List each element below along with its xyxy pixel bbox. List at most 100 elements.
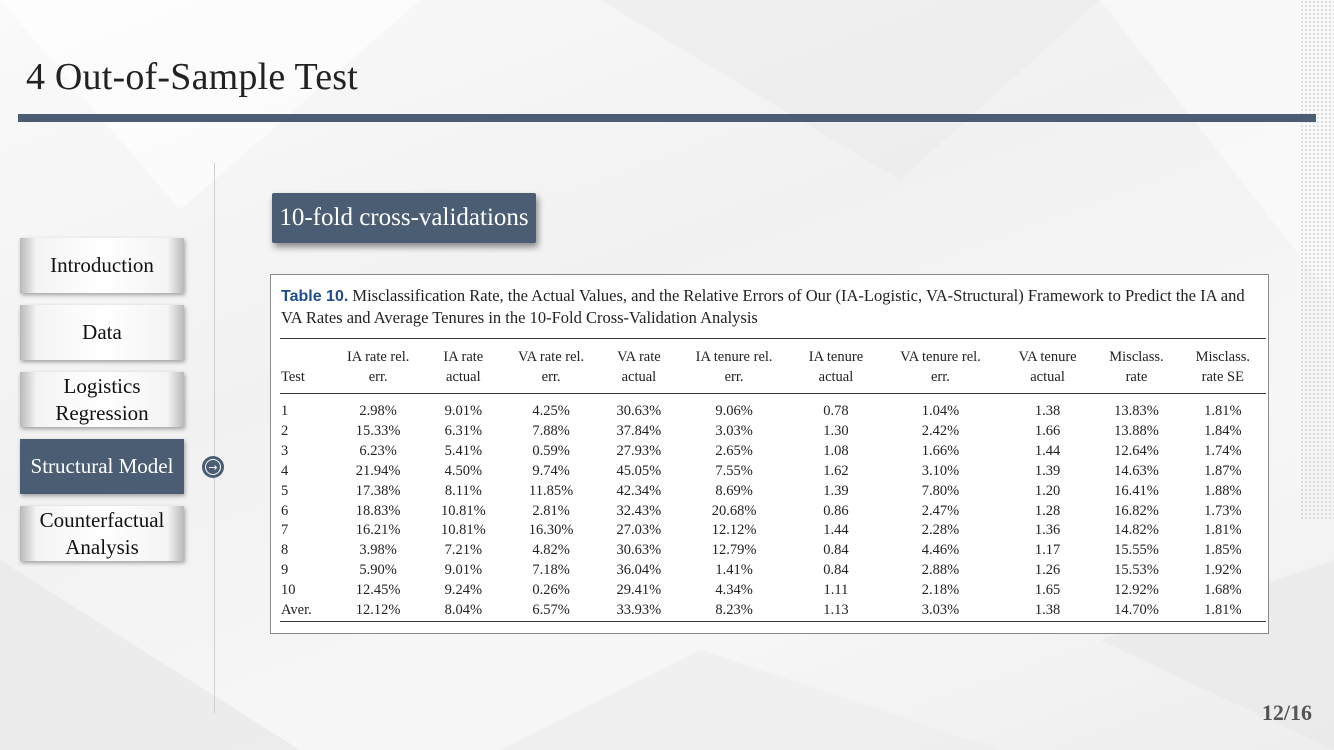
table-cell: 1.66 [1034,422,1061,439]
table-cell: 7 [281,522,289,539]
nav-item-data[interactable]: Data [20,305,184,360]
table-cell: 20.68% [711,502,757,519]
column-header-line: Test [281,369,305,385]
table-cell: 7.80% [921,482,960,499]
table-cell: 16.41% [1114,482,1159,499]
table-cell: 12.79% [711,542,757,559]
column-header: VA tenure actual [1002,339,1094,394]
table-cell: 29.41% [616,582,662,599]
section-tag: 10-fold cross-validations [272,193,536,243]
column-header-line: err. [724,369,744,385]
title-divider [18,114,1316,122]
table-cell: 3 [281,442,289,459]
table-cell: 10 [281,582,296,599]
table-cell: 33.93% [616,602,662,619]
table-cell: 1.17 [1034,542,1061,559]
table-cell: 14.63% [1114,462,1159,479]
table-cell: 3.03% [921,602,960,619]
table-cell: 1.04% [921,403,960,419]
column-header: VA tenure rel. err. [879,339,1002,394]
table-row: 2 15.33% 6.31% 7.88% 37.84% 3.03% 1.30 2.42% 1.6… [280,422,1266,442]
table-cell: 1.28 [1034,502,1061,519]
table-cell: Aver. [281,602,312,619]
column-header-line: rate SE [1201,369,1244,385]
table-cell: 13.88% [1114,422,1159,439]
table-cell: 1.38 [1034,602,1061,619]
column-header-line: Misclass. [1109,349,1164,365]
table-cell: 9.01% [444,403,483,419]
table-cell: 15.33% [355,422,401,439]
table-cell: 1.44 [1034,442,1061,459]
table-cell: 7.88% [532,422,570,439]
column-header-line: VA rate rel. [518,349,585,365]
table-cell: 1.66% [921,442,960,459]
table-cell: 1.39 [1034,462,1061,479]
nav-item-logistics-regression[interactable]: Logistics Regression [20,372,184,427]
table-cell: 2.88% [921,562,960,579]
table-cell: 5 [281,482,289,499]
table-cell: 1.13 [823,602,849,619]
column-header-line: rate [1125,369,1148,385]
table-cell: 1 [281,403,289,419]
table-cell: 1.74% [1204,442,1242,459]
table-row: 5 17.38% 8.11% 11.85% 42.34% 8.69% 1.39 7.80% 1.… [280,482,1266,502]
table-cell: 9.24% [444,582,483,599]
table-cell: 37.84% [616,422,662,439]
table-row: 10 12.45% 9.24% 0.26% 29.41% 4.34% 1.11 2.18% 1.… [280,581,1266,601]
table-cell: 12.45% [355,582,401,599]
table-cell: 27.03% [616,522,662,539]
table-cell: 7.21% [444,542,483,559]
table-cell: 8.23% [715,602,753,619]
column-header: IA tenure actual [793,339,879,394]
dot-texture [1300,0,1334,520]
table-cell: 1.41% [715,562,753,579]
table-row: 1 2.98% 9.01% 4.25% 30.63% 9.06% 0.78 1.04% 1.38… [280,394,1266,422]
table-row: 9 5.90% 9.01% 7.18% 36.04% 1.41% 0.84 2.88% 1.26… [280,561,1266,581]
table-cell: 1.81% [1204,522,1242,539]
table-cell: 2.65% [715,442,753,459]
results-table: Test IA rate rel. err. IA rate actual VA rate… [280,338,1266,622]
table-cell: 30.63% [616,403,662,419]
sidebar-divider [214,163,215,713]
table-cell: 6.23% [359,442,397,459]
table-cell: 2.98% [359,403,397,419]
table-cell: 6.57% [532,602,570,619]
table-cell: 1.85% [1204,542,1242,559]
table-cell: 1.92% [1204,562,1242,579]
column-header: VA rate rel. err. [500,339,603,394]
table-cell: 12.12% [355,602,401,619]
table-cell: 2.28% [921,522,960,539]
nav-item-introduction[interactable]: Introduction [20,238,184,293]
table-cell: 18.83% [355,502,401,519]
table-cell: 9.01% [444,562,483,579]
page-number: 12/16 [1261,700,1312,725]
table-cell: 1.68% [1204,582,1242,599]
column-header-line: err. [930,369,950,385]
table-cell: 32.43% [616,502,662,519]
table-cell: 2.47% [921,502,960,519]
table-cell: 12.92% [1114,582,1159,599]
table-cell: 1.08 [823,442,849,459]
table-cell: 27.93% [616,442,662,459]
table-cell: 12.64% [1114,442,1159,459]
column-header-line: err. [541,369,561,385]
column-header-line: actual [621,369,657,385]
column-header-line: IA tenure rel. [695,349,773,365]
table-cell: 8.04% [444,602,483,619]
table-cell: 4.25% [532,403,570,419]
nav-item-counterfactual-analysis[interactable]: Counterfactual Analysis [20,506,184,561]
table-cell: 4.50% [444,462,483,479]
table-cell: 1.39 [823,482,849,499]
slide-title: 4 Out-of-Sample Test [26,56,359,98]
table-cell: 1.38 [1034,403,1061,419]
table-row: 3 6.23% 5.41% 0.59% 27.93% 2.65% 1.08 1.66% 1.44… [280,442,1266,462]
table-cell: 7.55% [715,462,753,479]
nav-item-structural-model[interactable]: Structural Model [20,439,184,494]
table-row: 4 21.94% 4.50% 9.74% 45.05% 7.55% 1.62 3.10% 1.3… [280,462,1266,482]
table-cell: 2.42% [921,422,960,439]
table-caption: Table 10. Misclassification Rate, the Ac… [281,285,1261,328]
table-cell: 9.06% [715,403,753,419]
table-row: 7 16.21% 10.81% 16.30% 27.03% 12.12% 1.44 2.28%… [280,521,1266,541]
table-cell: 42.34% [616,482,662,499]
column-header-line: actual [446,369,481,385]
